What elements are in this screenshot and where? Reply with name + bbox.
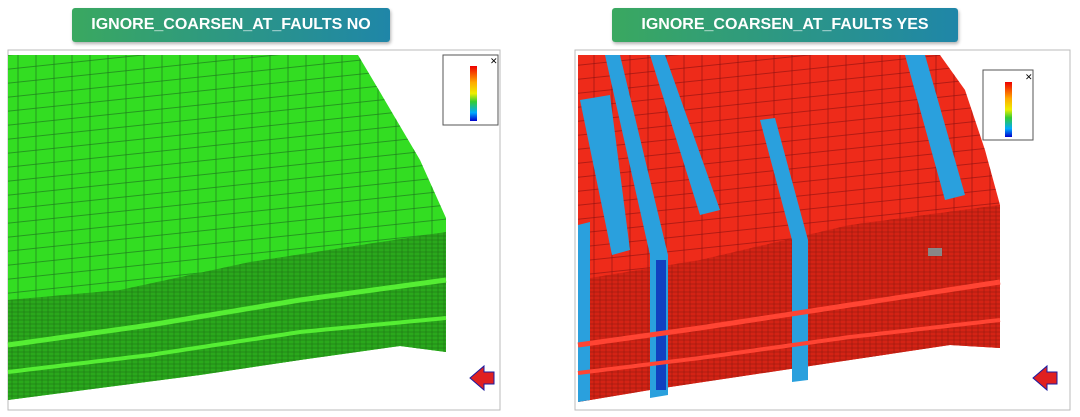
orientation-arrow bbox=[469, 364, 495, 392]
close-button[interactable]: ✕ bbox=[490, 56, 498, 66]
colorbar bbox=[470, 66, 477, 121]
fault-blocks bbox=[578, 55, 965, 402]
grid-layers bbox=[578, 205, 1000, 402]
layer-gap bbox=[577, 318, 1001, 375]
colorbar bbox=[1005, 82, 1012, 137]
layer-gap bbox=[577, 279, 1001, 348]
panel-title: IGNORE_COARSEN_AT_FAULTS YES bbox=[612, 8, 958, 42]
orientation-arrow bbox=[1032, 364, 1058, 392]
panel-title: IGNORE_COARSEN_AT_FAULTS NO bbox=[72, 8, 390, 42]
fault-blocks bbox=[656, 260, 666, 390]
inactive-cell bbox=[928, 248, 942, 256]
layer-gap bbox=[7, 316, 447, 374]
layer-gap bbox=[7, 277, 447, 348]
close-button[interactable]: ✕ bbox=[1025, 72, 1033, 82]
